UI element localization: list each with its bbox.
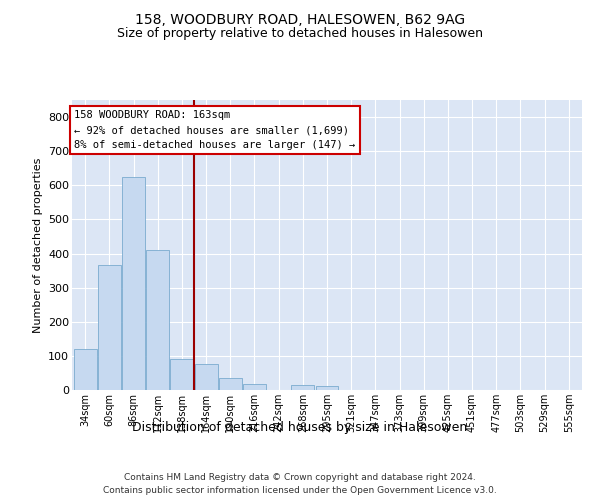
Bar: [146, 250, 169, 390]
Bar: [122, 177, 145, 390]
Bar: [243, 384, 266, 390]
Bar: [194, 364, 218, 390]
Bar: [98, 266, 121, 390]
Text: Contains HM Land Registry data © Crown copyright and database right 2024.: Contains HM Land Registry data © Crown c…: [124, 472, 476, 482]
Bar: [170, 360, 193, 390]
Y-axis label: Number of detached properties: Number of detached properties: [32, 158, 43, 332]
Text: 158, WOODBURY ROAD, HALESOWEN, B62 9AG: 158, WOODBURY ROAD, HALESOWEN, B62 9AG: [135, 12, 465, 26]
Text: Distribution of detached houses by size in Halesowen: Distribution of detached houses by size …: [133, 421, 467, 434]
Bar: [219, 378, 242, 390]
Bar: [292, 385, 314, 390]
Text: 158 WOODBURY ROAD: 163sqm
← 92% of detached houses are smaller (1,699)
8% of sem: 158 WOODBURY ROAD: 163sqm ← 92% of detac…: [74, 110, 356, 150]
Text: Size of property relative to detached houses in Halesowen: Size of property relative to detached ho…: [117, 28, 483, 40]
Bar: [316, 386, 338, 390]
Text: Contains public sector information licensed under the Open Government Licence v3: Contains public sector information licen…: [103, 486, 497, 495]
Bar: [74, 349, 97, 390]
